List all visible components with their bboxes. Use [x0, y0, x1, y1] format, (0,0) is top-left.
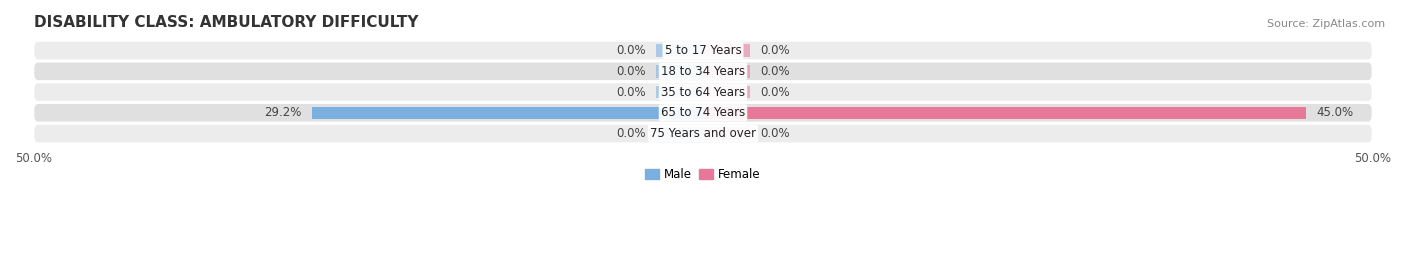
Text: Source: ZipAtlas.com: Source: ZipAtlas.com: [1267, 19, 1385, 29]
Bar: [703, 86, 749, 98]
Text: 45.0%: 45.0%: [1316, 106, 1354, 119]
FancyBboxPatch shape: [34, 41, 1372, 60]
FancyBboxPatch shape: [34, 62, 1372, 81]
Text: 65 to 74 Years: 65 to 74 Years: [661, 106, 745, 119]
Text: 0.0%: 0.0%: [616, 127, 645, 140]
Bar: [703, 127, 749, 140]
Bar: [703, 65, 749, 77]
Text: 5 to 17 Years: 5 to 17 Years: [665, 44, 741, 57]
Bar: [657, 65, 703, 77]
Text: 0.0%: 0.0%: [616, 44, 645, 57]
Text: 0.0%: 0.0%: [616, 65, 645, 78]
Text: 35 to 64 Years: 35 to 64 Years: [661, 86, 745, 98]
Text: 0.0%: 0.0%: [761, 86, 790, 98]
Text: 29.2%: 29.2%: [264, 106, 301, 119]
Bar: [657, 44, 703, 57]
Text: 0.0%: 0.0%: [616, 86, 645, 98]
Bar: [703, 107, 1306, 119]
Bar: [657, 86, 703, 98]
Text: 0.0%: 0.0%: [761, 65, 790, 78]
Bar: [703, 44, 749, 57]
Text: 0.0%: 0.0%: [761, 44, 790, 57]
FancyBboxPatch shape: [34, 82, 1372, 102]
Text: 75 Years and over: 75 Years and over: [650, 127, 756, 140]
Text: DISABILITY CLASS: AMBULATORY DIFFICULTY: DISABILITY CLASS: AMBULATORY DIFFICULTY: [34, 15, 418, 30]
Bar: [312, 107, 703, 119]
FancyBboxPatch shape: [34, 124, 1372, 143]
FancyBboxPatch shape: [34, 103, 1372, 122]
Bar: [657, 127, 703, 140]
Legend: Male, Female: Male, Female: [641, 163, 765, 185]
Text: 18 to 34 Years: 18 to 34 Years: [661, 65, 745, 78]
Text: 0.0%: 0.0%: [761, 127, 790, 140]
